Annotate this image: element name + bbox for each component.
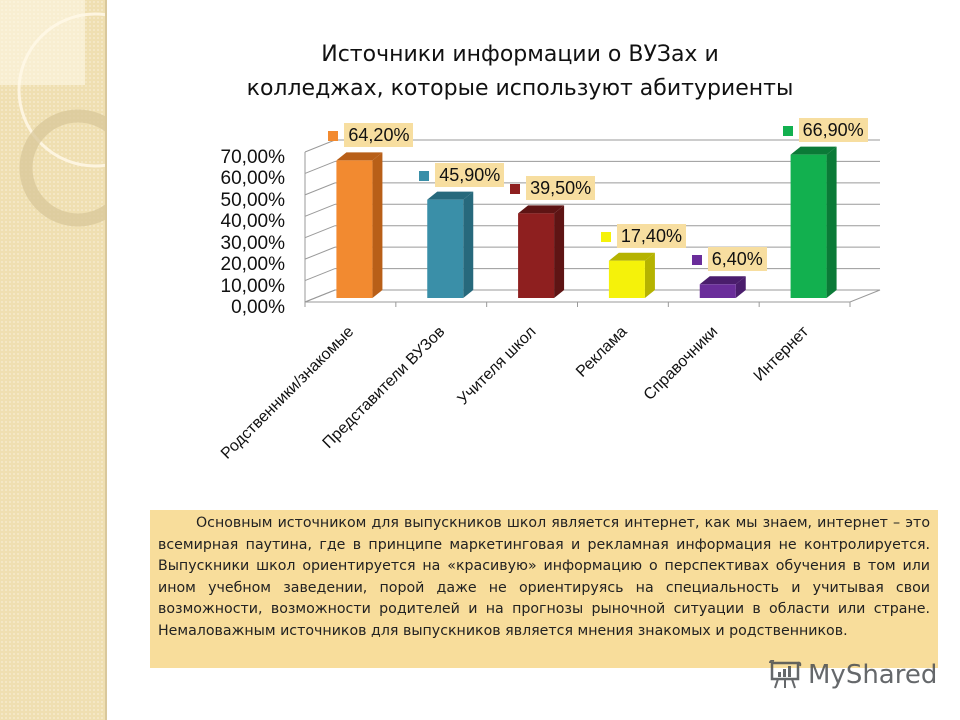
watermark-text: MyShared [808, 660, 938, 690]
title-line-1: Источники информации о ВУЗах и [321, 42, 719, 67]
legend-key-icon [510, 184, 521, 195]
legend-key-icon [691, 255, 702, 266]
y-tick-label: 30,00% [220, 232, 285, 254]
bar [790, 146, 837, 298]
description-text: Основным источником для выпускников школ… [158, 515, 930, 639]
data-value-label: 66,90% [798, 117, 868, 142]
y-tick-label: 20,00% [220, 254, 285, 276]
y-tick-label: 50,00% [220, 189, 285, 211]
data-value-label: 39,50% [526, 176, 596, 201]
title-line-2: колледжах, которые используют абитуриент… [246, 76, 794, 101]
data-value-label: 45,90% [435, 162, 505, 187]
legend-key-icon [328, 131, 339, 142]
watermark-logo: MyShared [768, 660, 937, 690]
bar [427, 191, 474, 298]
y-tick-label: 10,00% [220, 275, 285, 297]
data-value-label: 17,40% [616, 223, 686, 248]
bar-chart: 0,00% 10,00% 20,00% 30,00% 40,00% 50,00% 60,00… [218, 117, 881, 463]
legend-key-icon [782, 125, 793, 136]
y-tick-label: 0,00% [231, 297, 285, 318]
presentation-board-icon [769, 660, 802, 689]
y-tick-label: 40,00% [220, 211, 285, 233]
bar [336, 152, 383, 298]
legend-key-icon [600, 231, 611, 242]
y-tick-label: 60,00% [220, 168, 285, 190]
chart-plot-area [304, 139, 881, 307]
sidebar-panel [0, 0, 85, 85]
decorative-circles-icon [17, 12, 105, 227]
legend-key-icon [419, 170, 430, 181]
description-textbox: Основным источником для выпускников школ… [150, 510, 938, 668]
data-value-label: 64,20% [344, 123, 414, 148]
decorative-sidebar [0, 0, 107, 720]
bar [608, 252, 655, 298]
bar [699, 276, 746, 298]
bar [518, 205, 565, 298]
slide-title: Источники информации о ВУЗах и колледжах… [220, 38, 820, 106]
y-tick-label: 70,00% [220, 147, 285, 168]
data-value-label: 6,40% [707, 247, 767, 272]
